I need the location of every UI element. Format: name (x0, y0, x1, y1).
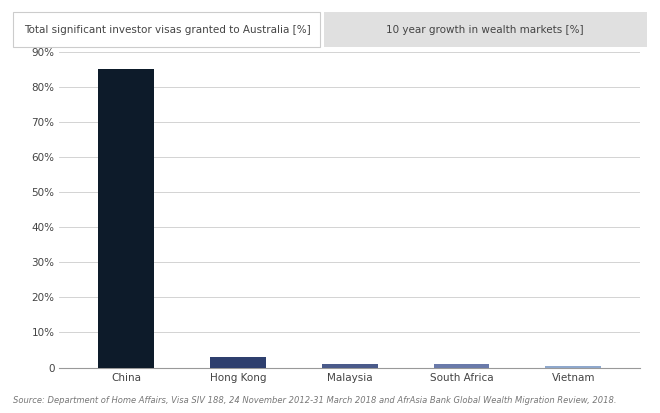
FancyBboxPatch shape (13, 12, 321, 47)
Text: Total significant investor visas granted to Australia [%]: Total significant investor visas granted… (24, 25, 311, 35)
Bar (434, 364, 490, 368)
Bar (98, 69, 154, 368)
Bar (210, 357, 266, 368)
Bar (545, 366, 601, 368)
Text: Source: Department of Home Affairs, Visa SIV 188, 24 November 2012-31 March 2018: Source: Department of Home Affairs, Visa… (13, 396, 616, 405)
Text: 10 year growth in wealth markets [%]: 10 year growth in wealth markets [%] (386, 25, 584, 35)
FancyBboxPatch shape (323, 12, 647, 47)
Bar (322, 364, 378, 368)
